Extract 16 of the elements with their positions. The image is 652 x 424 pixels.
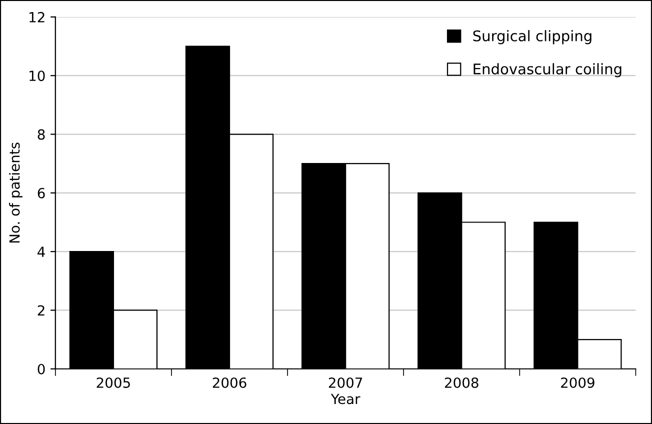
x-tick-label: 2006 xyxy=(212,377,246,388)
x-tick-label: 2009 xyxy=(561,377,594,388)
y-tick-label: 10 xyxy=(30,70,45,82)
y-axis-title: No. of patients xyxy=(9,142,22,243)
legend-label: Surgical clipping xyxy=(473,30,592,44)
y-tick-label: 4 xyxy=(38,246,45,257)
x-axis-title: Year xyxy=(330,394,360,404)
x-tick-label: 2005 xyxy=(96,377,130,388)
y-tick-label: 12 xyxy=(30,12,44,22)
legend-label: Endovascular coiling xyxy=(474,63,622,78)
y-tick-label: 8 xyxy=(38,129,45,140)
y-tick-label: 6 xyxy=(38,188,45,198)
y-tick-label: 0 xyxy=(38,364,45,374)
x-tick-label: 2008 xyxy=(444,377,478,388)
y-tick-label: 2 xyxy=(38,305,44,316)
x-tick-label: 2007 xyxy=(328,377,362,388)
